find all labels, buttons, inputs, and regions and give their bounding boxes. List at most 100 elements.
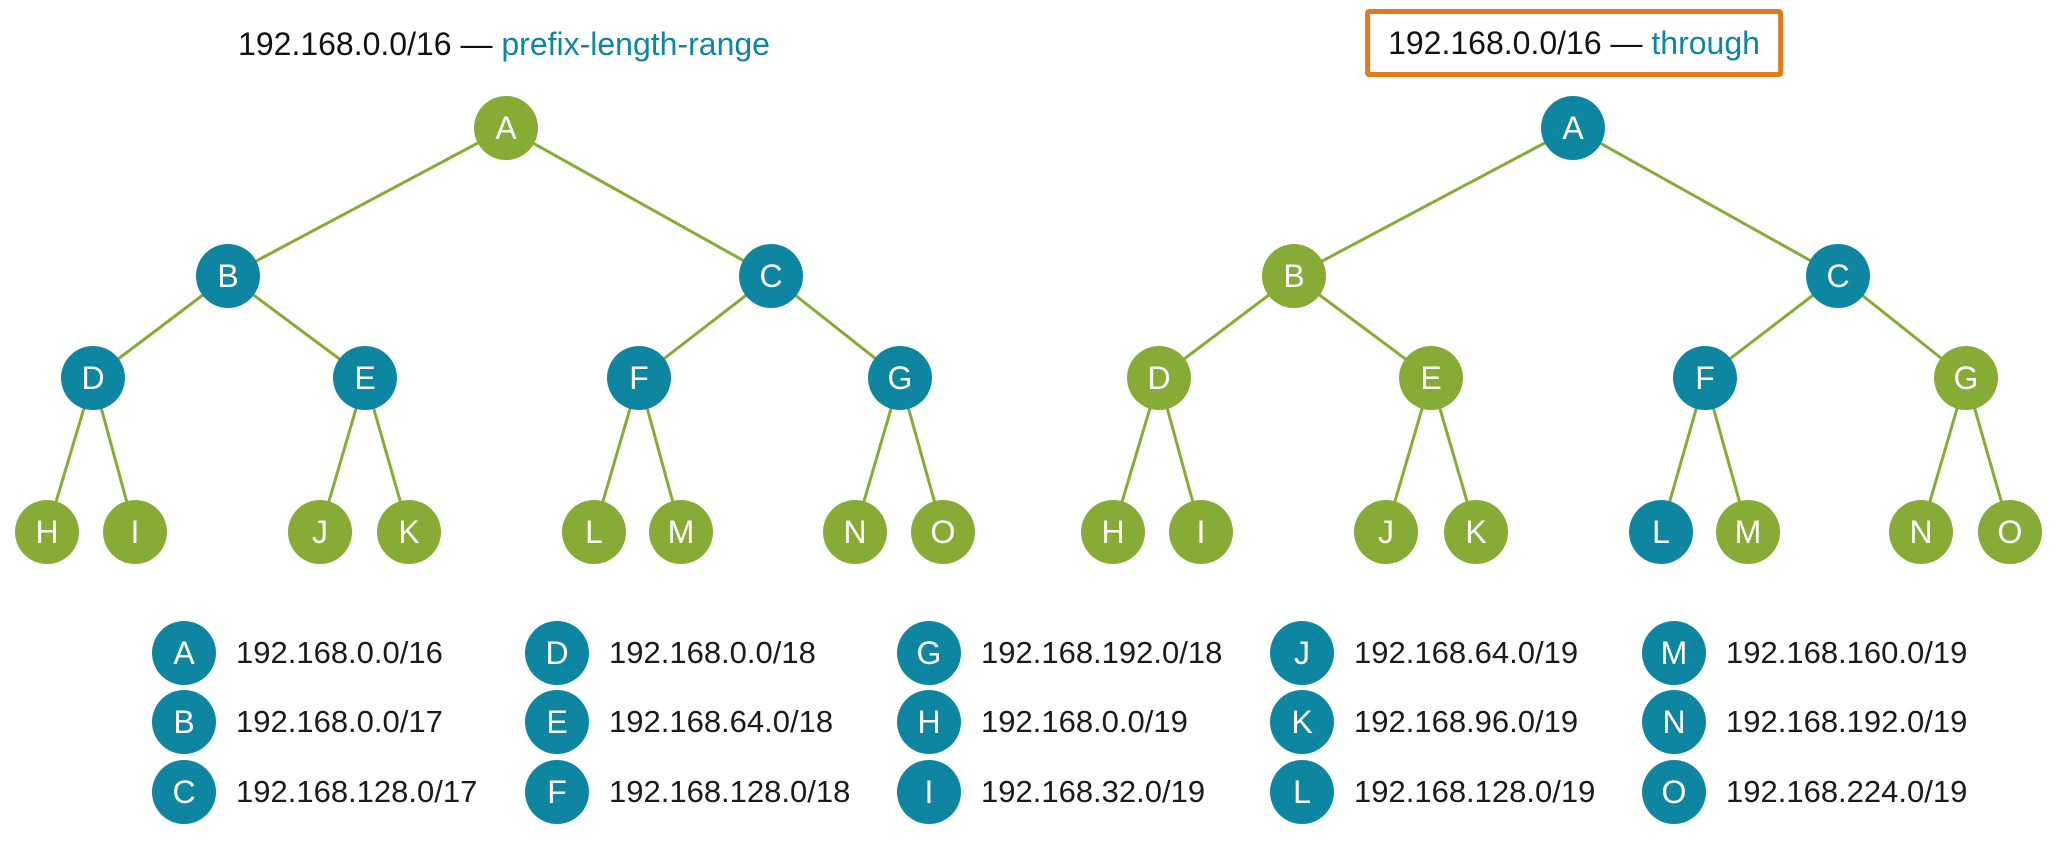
node-label: N: [843, 514, 866, 550]
node-circle: [1354, 500, 1418, 564]
legend-item-N: N 192.168.192.0/19: [1642, 690, 1967, 754]
legend-prefix: 192.168.192.0/19: [1726, 704, 1968, 739]
node-label: B: [217, 258, 238, 294]
node-label: N: [1909, 514, 1932, 550]
node-circle: [1978, 500, 2042, 564]
legend-prefix: 192.168.224.0/19: [1726, 774, 1968, 809]
node-circle: [1716, 500, 1780, 564]
node-label: O: [931, 514, 956, 550]
node-circle: [1889, 500, 1953, 564]
node-J: J: [288, 500, 352, 564]
node-circle: [61, 346, 125, 410]
node-O: O: [911, 500, 975, 564]
legend-prefix: 192.168.0.0/18: [609, 635, 816, 670]
node-C: C: [739, 244, 803, 308]
node-label: A: [1562, 110, 1584, 146]
node-circle: [1541, 96, 1605, 160]
node-L: L: [1629, 500, 1693, 564]
node-circle: [911, 500, 975, 564]
node-circle: [1399, 346, 1463, 410]
legend-dot: O: [1642, 760, 1706, 824]
node-L: L: [562, 500, 626, 564]
node-N: N: [823, 500, 887, 564]
node-label: G: [1954, 360, 1979, 396]
node-circle: [1934, 346, 1998, 410]
node-label: K: [398, 514, 419, 550]
node-label: M: [1735, 514, 1762, 550]
node-label: J: [312, 514, 328, 550]
node-C: C: [1806, 244, 1870, 308]
legend-prefix: 192.168.160.0/19: [1726, 635, 1968, 670]
legend-item-L: L 192.168.128.0/19: [1270, 760, 1595, 824]
node-H: H: [1081, 500, 1145, 564]
node-label: K: [1465, 514, 1486, 550]
node-J: J: [1354, 500, 1418, 564]
legend-item-H: H 192.168.0.0/19: [897, 690, 1188, 754]
node-M: M: [1716, 500, 1780, 564]
tree-title-prefix-length-range: 192.168.0.0/16 — prefix-length-range: [238, 24, 770, 64]
legend-item-C: C 192.168.128.0/17: [152, 760, 477, 824]
node-circle: [562, 500, 626, 564]
legend-dot: C: [152, 760, 216, 824]
legend-item-E: E 192.168.64.0/18: [525, 690, 833, 754]
legend-prefix: 192.168.96.0/19: [1354, 704, 1579, 739]
node-M: M: [649, 500, 713, 564]
legend-prefix: 192.168.64.0/18: [609, 704, 834, 739]
legend-dot: M: [1642, 621, 1706, 685]
node-circle: [196, 244, 260, 308]
node-label: C: [1826, 258, 1849, 294]
node-label: J: [1378, 514, 1394, 550]
legend-item-F: F 192.168.128.0/18: [525, 760, 850, 824]
node-label: F: [1695, 360, 1715, 396]
legend-dot: K: [1270, 690, 1334, 754]
node-circle: [288, 500, 352, 564]
legend-dot: G: [897, 621, 961, 685]
node-circle: [607, 346, 671, 410]
title-prefix: 192.168.0.0/16 —: [1388, 25, 1652, 61]
tree-title-through: 192.168.0.0/16 — through: [1365, 9, 1783, 77]
legend-prefix: 192.168.128.0/18: [609, 774, 851, 809]
node-circle: [333, 346, 397, 410]
node-circle: [823, 500, 887, 564]
node-circle: [474, 96, 538, 160]
node-A: A: [474, 96, 538, 160]
node-K: K: [1444, 500, 1508, 564]
node-B: B: [196, 244, 260, 308]
node-label: I: [1197, 514, 1206, 550]
node-label: B: [1283, 258, 1304, 294]
node-label: I: [131, 514, 140, 550]
legend-item-O: O 192.168.224.0/19: [1642, 760, 1967, 824]
legend-prefix: 192.168.0.0/17: [236, 704, 443, 739]
node-label: H: [35, 514, 58, 550]
node-B: B: [1262, 244, 1326, 308]
node-circle: [1444, 500, 1508, 564]
legend-item-I: I 192.168.32.0/19: [897, 760, 1205, 824]
node-F: F: [607, 346, 671, 410]
node-circle: [1673, 346, 1737, 410]
edge-A-C: [1572, 126, 1839, 278]
legend-dot: J: [1270, 621, 1334, 685]
node-G: G: [868, 346, 932, 410]
legend-item-G: G 192.168.192.0/18: [897, 621, 1222, 685]
node-I: I: [1169, 500, 1233, 564]
node-label: L: [585, 514, 603, 550]
legend-item-J: J 192.168.64.0/19: [1270, 621, 1578, 685]
node-label: G: [888, 360, 913, 396]
node-label: E: [354, 360, 375, 396]
legend-item-A: A 192.168.0.0/16: [152, 621, 443, 685]
node-circle: [1127, 346, 1191, 410]
node-circle: [1262, 244, 1326, 308]
legend-dot: L: [1270, 760, 1334, 824]
node-N: N: [1889, 500, 1953, 564]
legend-item-M: M 192.168.160.0/19: [1642, 621, 1967, 685]
node-label: A: [495, 110, 517, 146]
edge-A-C: [505, 126, 772, 278]
node-O: O: [1978, 500, 2042, 564]
node-H: H: [15, 500, 79, 564]
node-G: G: [1934, 346, 1998, 410]
node-circle: [1081, 500, 1145, 564]
legend-item-K: K 192.168.96.0/19: [1270, 690, 1578, 754]
legend-prefix: 192.168.0.0/16: [236, 635, 443, 670]
node-D: D: [61, 346, 125, 410]
